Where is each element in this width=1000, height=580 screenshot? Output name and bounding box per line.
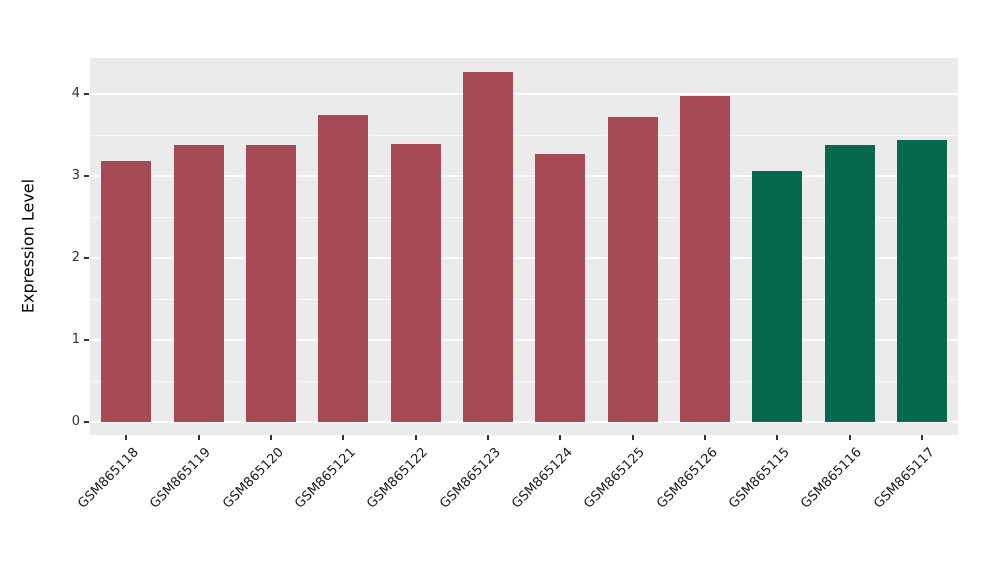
x-tick-label: GSM865117: [870, 445, 938, 512]
bar-GSM865122: [390, 144, 441, 422]
y-tick-mark: [84, 257, 89, 259]
x-tick-mark: [848, 435, 851, 440]
x-tick-mark: [559, 435, 562, 440]
gridline-major: [90, 93, 958, 95]
x-tick-label: GSM865126: [653, 445, 721, 512]
y-tick-mark: [84, 93, 89, 95]
x-tick-label: GSM865119: [147, 445, 215, 512]
x-tick-label: GSM865118: [75, 445, 142, 512]
bar-GSM865121: [318, 114, 369, 422]
bar-GSM865123: [462, 71, 513, 422]
bar-GSM865115: [752, 171, 803, 422]
x-tick-mark: [269, 435, 272, 440]
bar-GSM865125: [607, 116, 658, 422]
bar-GSM865126: [679, 96, 730, 422]
x-tick-label: GSM865122: [364, 445, 432, 512]
y-tick-label: 1: [71, 332, 80, 347]
gridline-major: [90, 421, 958, 423]
y-tick-mark: [84, 175, 89, 177]
x-tick-mark: [486, 435, 489, 440]
x-tick-label: GSM865120: [219, 445, 287, 512]
y-tick-mark: [84, 421, 89, 423]
gridline-minor: [90, 134, 958, 136]
gridline-minor: [90, 380, 958, 382]
x-tick-label: GSM865121: [292, 445, 359, 512]
gridline-minor: [90, 298, 958, 300]
x-tick-mark: [631, 435, 634, 440]
x-tick-mark: [776, 435, 779, 440]
x-tick-mark: [920, 435, 923, 440]
y-axis-title: Expression Level: [18, 178, 38, 314]
x-tick-mark: [125, 435, 128, 440]
x-tick-mark: [197, 435, 200, 440]
y-tick-label: 3: [71, 168, 80, 183]
x-tick-mark: [342, 435, 345, 440]
bar-GSM865118: [101, 161, 152, 422]
gridline-minor: [90, 216, 958, 218]
bar-GSM865119: [173, 144, 224, 422]
x-tick-label: GSM865115: [726, 445, 793, 512]
bar-GSM865124: [535, 153, 586, 422]
y-tick-label: 2: [71, 250, 80, 265]
y-tick-label: 4: [71, 86, 80, 101]
bar-GSM865116: [824, 144, 875, 422]
x-tick-label: GSM865123: [436, 445, 504, 512]
bar-GSM865117: [896, 139, 947, 422]
x-tick-label: GSM865124: [509, 445, 576, 512]
x-tick-mark: [703, 435, 706, 440]
x-tick-label: GSM865116: [798, 445, 866, 512]
gridline-major: [90, 339, 958, 341]
y-tick-mark: [84, 339, 89, 341]
plot-panel: [90, 58, 958, 435]
gridline-major: [90, 257, 958, 259]
x-tick-mark: [414, 435, 417, 440]
x-tick-label: GSM865125: [581, 445, 649, 512]
y-tick-label: 0: [71, 414, 80, 429]
gridline-major: [90, 175, 958, 177]
bar-GSM865120: [245, 144, 296, 422]
